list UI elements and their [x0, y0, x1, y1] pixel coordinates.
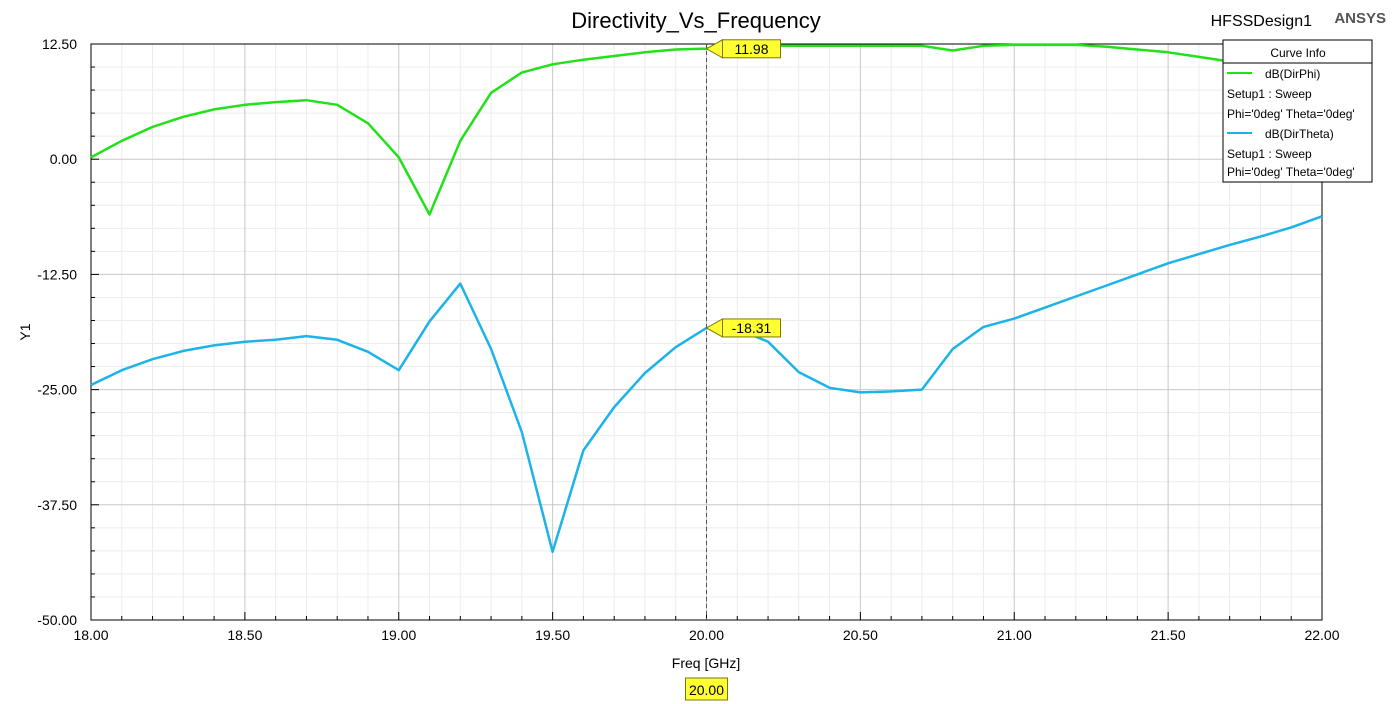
marker-x-label[interactable]: 20.00 [685, 677, 728, 701]
legend-title: Curve Info [1270, 46, 1326, 60]
y-tick-label: 12.50 [42, 36, 77, 52]
marker-labels: 11.98 -18.31 [705, 38, 781, 338]
x-tick-label: 20.00 [689, 627, 724, 643]
x-tick-label: 22.00 [1304, 627, 1339, 643]
marker-x-value: 20.00 [689, 682, 724, 698]
y-tick-label: -12.50 [37, 266, 77, 282]
marker-value-label: -18.31 [732, 320, 772, 336]
brand-logo: ANSYS [1334, 10, 1386, 27]
x-tick-label: 18.50 [227, 627, 262, 643]
design-name: HFSSDesign1 [1211, 13, 1312, 30]
y-tick-labels: 12.50 0.00 -12.50 -25.00 -37.50 -50.00 [37, 36, 77, 628]
x-tick-label: 21.00 [997, 627, 1032, 643]
legend-setup-dirtheta: Setup1 : Sweep [1227, 147, 1312, 161]
legend-setup-dirphi: Setup1 : Sweep [1227, 87, 1312, 101]
y-axis-label: Y1 [17, 323, 33, 340]
y-tick-label: 0.00 [50, 151, 77, 167]
marker-value-label: 11.98 [735, 41, 769, 57]
x-tick-label: 18.00 [73, 627, 108, 643]
legend-entry-dirtheta: dB(DirTheta) [1265, 127, 1334, 141]
marker-value-box[interactable] [722, 318, 781, 338]
y-tick-label: -37.50 [37, 497, 77, 513]
chart-title: Directivity_Vs_Frequency [571, 8, 820, 33]
y-tick-label: -25.00 [37, 382, 77, 398]
x-tick-label: 19.00 [381, 627, 416, 643]
x-tick-label: 21.50 [1151, 627, 1186, 643]
legend-params-dirphi: Phi='0deg' Theta='0deg' [1227, 107, 1355, 121]
legend[interactable]: Curve Info dB(DirPhi) Setup1 : Sweep Phi… [1222, 39, 1373, 183]
x-tick-labels: 18.00 18.50 19.00 19.50 20.00 20.50 21.00 21.50… [73, 627, 1339, 643]
legend-entry-dirphi: dB(DirPhi) [1265, 67, 1320, 81]
legend-box [1222, 39, 1373, 183]
y-tick-label: -50.00 [37, 612, 77, 628]
x-axis-label: Freq [GHz] [672, 655, 740, 671]
marker-value-box[interactable] [722, 39, 781, 59]
x-tick-label: 20.50 [843, 627, 878, 643]
legend-params-dirtheta: Phi='0deg' Theta='0deg' [1227, 165, 1355, 179]
x-tick-label: 19.50 [535, 627, 570, 643]
